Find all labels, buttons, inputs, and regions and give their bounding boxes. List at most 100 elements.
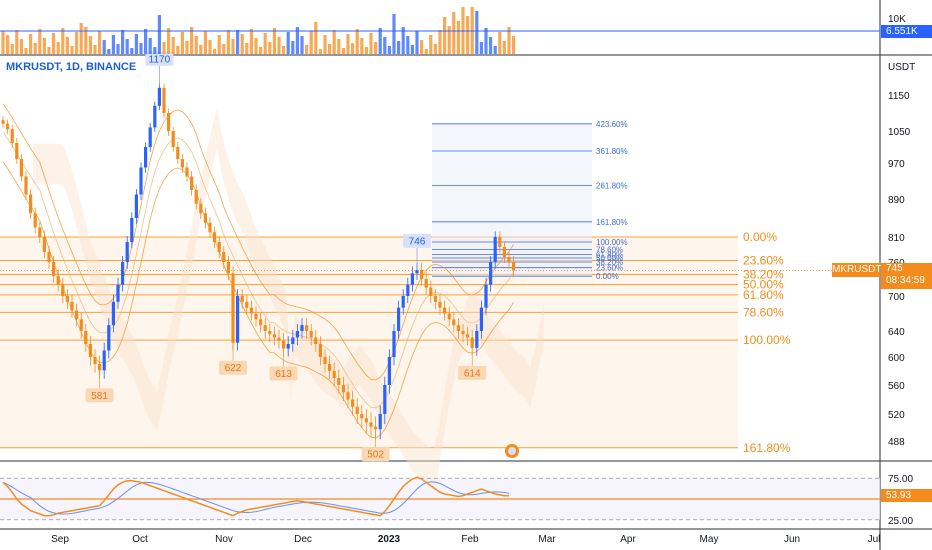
volume-bar — [116, 44, 120, 54]
candle-body — [171, 131, 175, 147]
volume-bar — [1, 31, 5, 54]
volume-bar — [332, 30, 336, 54]
last-price: 745 — [886, 263, 903, 274]
fib-large-label: 38.20% — [743, 267, 784, 281]
candle-body — [323, 357, 327, 364]
volume-bar — [410, 45, 414, 54]
candle-body — [309, 331, 313, 338]
candle-body — [498, 237, 502, 247]
candle-body — [484, 284, 488, 308]
volume-bar — [286, 32, 290, 54]
candle-body — [314, 337, 318, 344]
volume-bar — [259, 47, 263, 54]
volume-bar — [415, 31, 419, 54]
volume-bar — [346, 34, 350, 54]
volume-bar — [424, 49, 428, 54]
volume-bar — [249, 29, 253, 54]
volume-bar — [236, 30, 240, 54]
volume-bar — [254, 38, 258, 54]
time-axis-label: Dec — [294, 534, 312, 545]
candle-body — [507, 257, 511, 262]
candle-body — [360, 414, 364, 419]
fib-small-label: 261.80% — [596, 182, 628, 191]
time-axis-label: Jul — [868, 534, 881, 545]
candle-body — [295, 331, 299, 338]
candle-body — [447, 313, 451, 320]
volume-bar — [456, 21, 460, 54]
candle-body — [180, 159, 184, 168]
volume-bar — [420, 40, 424, 54]
volume-bar — [318, 49, 322, 54]
volume-bar — [217, 35, 221, 54]
candle-body — [213, 232, 217, 242]
price-label-text: 581 — [91, 391, 108, 402]
candle-body — [479, 307, 483, 331]
volume-bar — [263, 33, 267, 54]
candle-body — [130, 218, 134, 242]
symbol-title: MKRUSDT, 1D, BINANCE — [6, 61, 137, 73]
volume-bar — [52, 33, 56, 54]
candle-body — [429, 287, 433, 296]
volume-bar — [134, 34, 138, 54]
volume-bar — [512, 36, 516, 54]
volume-bar — [199, 45, 203, 54]
price-axis-label: 640 — [888, 327, 905, 338]
candle-body — [10, 129, 14, 143]
rsi-line — [2, 476, 509, 517]
volume-bar — [300, 36, 304, 54]
volume-bar — [139, 43, 143, 54]
candle-body — [387, 357, 391, 385]
rsi-last-tag: 53.93 — [881, 489, 932, 502]
candle-body — [268, 331, 272, 335]
fib-small-label: 100.00% — [596, 238, 628, 247]
candle-body — [305, 325, 309, 331]
price-label-text: 613 — [275, 369, 292, 380]
candle-body — [162, 87, 166, 113]
volume-bar — [364, 47, 368, 54]
candle-body — [259, 319, 263, 326]
volume-bar — [56, 42, 60, 54]
candle-body — [208, 222, 212, 233]
time-axis-label: May — [700, 534, 719, 545]
candle-body — [79, 319, 83, 331]
volume-bar — [194, 36, 198, 54]
volume-bar — [190, 27, 194, 54]
volume-bar — [295, 27, 299, 54]
volume-bar — [203, 31, 207, 54]
candle-body — [102, 350, 106, 371]
volume-bar — [392, 14, 396, 54]
time-axis-label: Mar — [538, 534, 556, 545]
candle-body — [199, 203, 203, 214]
price-axis-label: 1150 — [888, 91, 910, 102]
price-label-text: 622 — [225, 363, 242, 374]
volume-bar — [157, 15, 161, 54]
volume-bar — [130, 48, 134, 54]
candle-body — [475, 331, 479, 348]
volume-bar — [180, 32, 184, 54]
time-axis-label: Feb — [461, 534, 479, 545]
volume-last-tag: 6.551K — [881, 25, 932, 38]
price-label-box — [269, 366, 298, 381]
volume-bar — [42, 38, 46, 54]
volume-bar — [98, 31, 102, 54]
countdown: 08:34:59 — [886, 275, 925, 286]
volume-bar — [337, 39, 341, 54]
candle-body — [328, 364, 332, 371]
volume-bar — [438, 30, 442, 54]
candle-body — [52, 262, 56, 277]
price-axis-label: 810 — [888, 233, 905, 244]
candle-body — [397, 307, 401, 331]
candle-body — [38, 227, 42, 237]
volume-bar — [282, 46, 286, 54]
candle-body — [512, 262, 516, 271]
fib-small-label: 361.80% — [596, 147, 628, 156]
cloud-area — [33, 107, 544, 490]
candle-body — [190, 176, 194, 190]
fib-small-label: 78.60% — [596, 246, 623, 255]
volume-bar — [272, 28, 276, 54]
volume-scale-label: 10K — [888, 14, 906, 25]
volume-bar — [33, 43, 37, 54]
volume-bar — [107, 49, 111, 54]
candle-body — [364, 418, 368, 423]
